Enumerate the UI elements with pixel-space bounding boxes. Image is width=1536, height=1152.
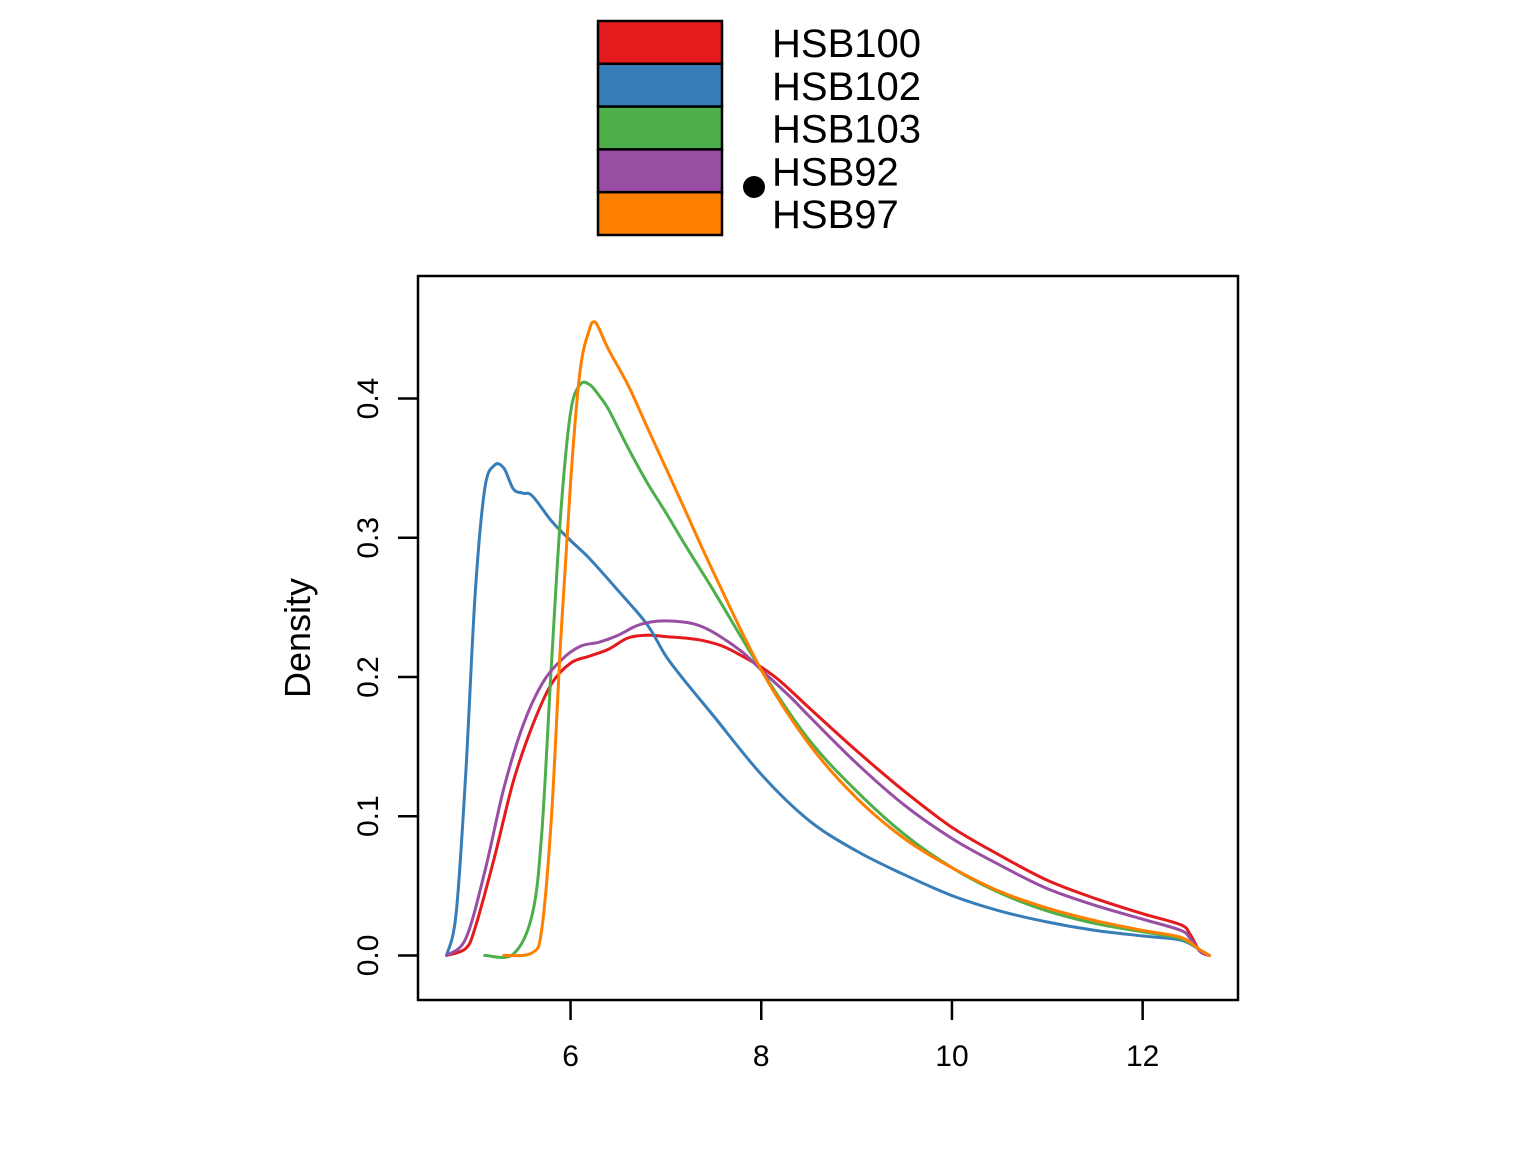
series-line-hsb103	[483, 380, 1211, 959]
plot-frame	[416, 274, 1240, 1002]
legend-label-hsb102: HSB102	[772, 65, 921, 109]
legend-swatch-hsb102	[596, 62, 724, 108]
series-line-hsb102	[445, 462, 1211, 957]
y-tick-label: 0.1	[352, 795, 385, 837]
density-curves	[445, 320, 1211, 959]
legend-label-hsb103: HSB103	[772, 108, 921, 152]
legend-label-hsb92: HSB92	[772, 150, 899, 194]
series-line-hsb100	[445, 633, 1211, 957]
legend-swatch-hsb103	[596, 105, 724, 151]
y-tick-label: 0.0	[352, 935, 385, 977]
legend-swatch-hsb97	[596, 190, 724, 237]
y-axis-title: Density	[277, 578, 318, 698]
legend-label-hsb100: HSB100	[772, 22, 921, 66]
x-axis: 6 8 10 12	[562, 1000, 1159, 1073]
x-tick-label: 10	[935, 1040, 968, 1073]
y-tick-label: 0.2	[352, 656, 385, 698]
legend-swatch-hsb92	[596, 148, 724, 194]
series-line-hsb92	[445, 619, 1211, 957]
legend-label-hsb97: HSB97	[772, 193, 899, 237]
y-tick-label: 0.4	[352, 378, 385, 420]
x-tick-label: 8	[753, 1040, 770, 1073]
legend-marker-dot	[743, 176, 765, 198]
y-tick-label: 0.3	[352, 517, 385, 559]
x-tick-label: 12	[1126, 1040, 1159, 1073]
legend-swatch-hsb100	[596, 19, 724, 66]
x-tick-label: 6	[562, 1040, 579, 1073]
series-line-hsb97	[502, 320, 1211, 958]
y-axis: 0.0 0.1 0.2 0.3 0.4	[352, 378, 418, 977]
